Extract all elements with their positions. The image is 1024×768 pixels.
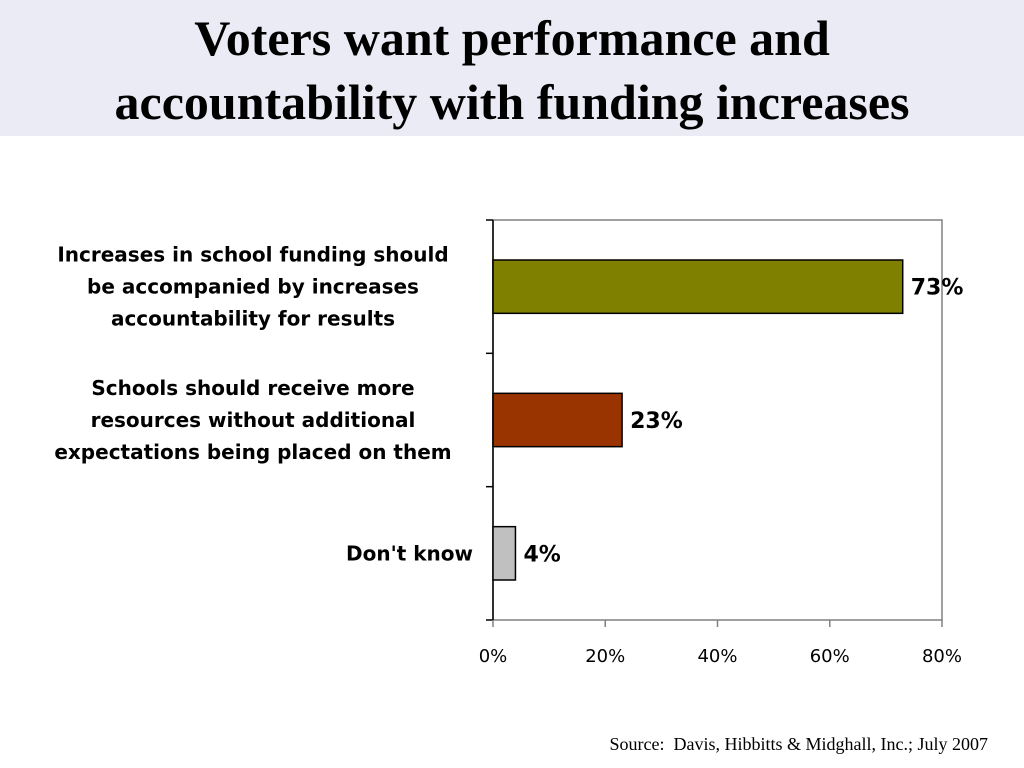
bar-1 [492, 259, 904, 315]
category-label-line: resources without additional [91, 408, 416, 432]
category-label-line: expectations being placed on them [54, 440, 451, 464]
x-tick-label: 80% [922, 646, 962, 667]
bar-2 [492, 392, 623, 448]
category-label-line: accountability for results [111, 307, 395, 331]
x-tick-label: 60% [810, 646, 850, 667]
x-tick-label: 20% [585, 646, 625, 667]
category-label-line: Don't know [346, 541, 473, 565]
title-band [0, 0, 1024, 136]
slide-title: Voters want performance and accountabili… [0, 6, 1024, 134]
category-label: Don't know [346, 541, 473, 565]
category-label-line: Schools should receive more [91, 376, 414, 400]
slide-title-line-2: accountability with funding increases [114, 74, 910, 130]
bar-value-label: 73% [911, 276, 964, 301]
category-label-line: be accompanied by increases [87, 275, 419, 299]
bar-value-label: 4% [523, 542, 560, 567]
bar-3 [492, 525, 517, 581]
bar-value-label: 23% [630, 409, 683, 434]
slide-title-line-1: Voters want performance and [194, 10, 830, 66]
bar-chart: 0% 20% 40% 60% 80% 73% Increases in school fu… [54, 219, 963, 667]
category-label: Increases in school funding should be acc… [57, 243, 448, 331]
category-label-line: Increases in school funding should [57, 243, 448, 267]
category-label: Schools should receive more resources wit… [54, 376, 451, 464]
label-layer: 73% Increases in school funding should be … [54, 243, 963, 568]
source-note: Source: Davis, Hibbitts & Midghall, Inc.… [609, 734, 988, 754]
x-tick-label: 0% [479, 646, 508, 667]
bar-layer [492, 259, 904, 581]
x-tick-label: 40% [697, 646, 737, 667]
